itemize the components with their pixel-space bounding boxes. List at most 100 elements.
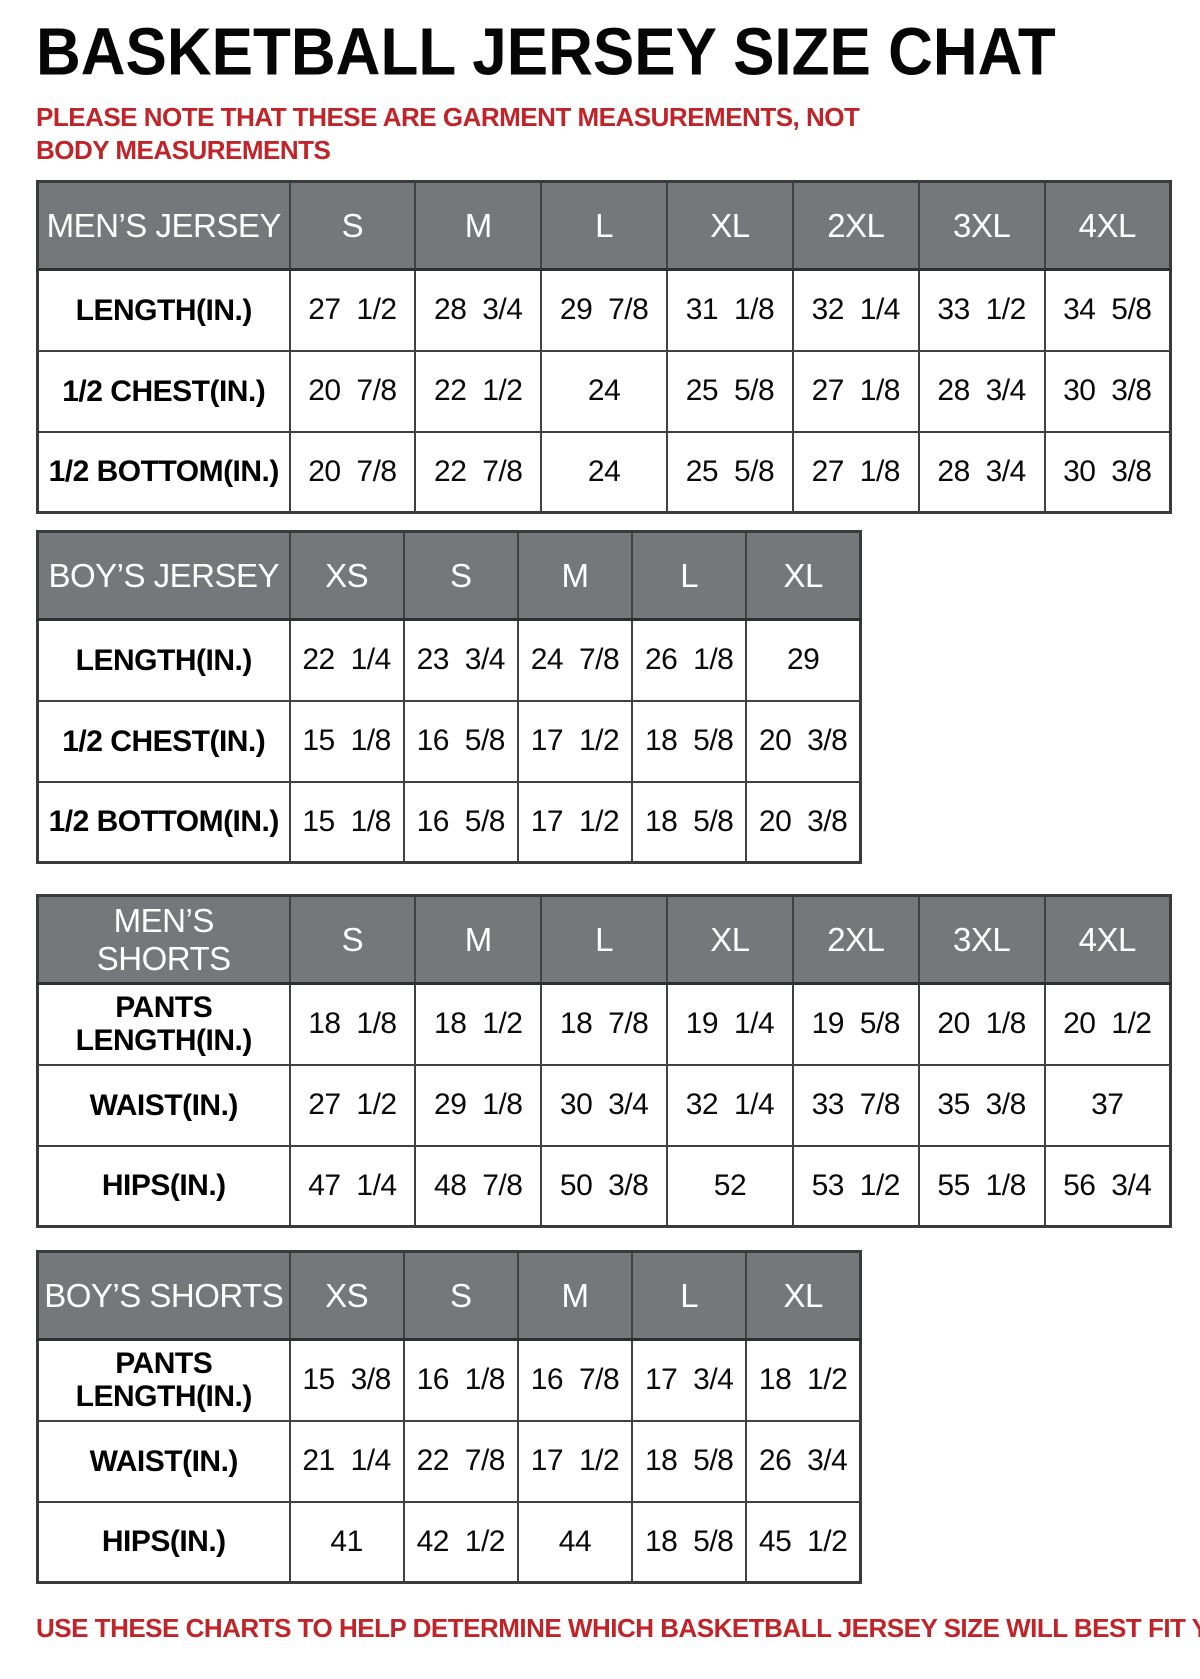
value-cell: 45 1/2 xyxy=(745,1500,862,1584)
size-header-cell: L xyxy=(631,530,748,621)
value-cell: 25 5/8 xyxy=(666,430,794,514)
value-cell: 32 1/4 xyxy=(791,268,920,352)
value-cell: 34 5/8 xyxy=(1043,268,1172,352)
value-cell: 30 3/8 xyxy=(1043,430,1172,514)
value-cell: 22 7/8 xyxy=(402,1419,519,1503)
value-cell: 35 3/8 xyxy=(917,1063,1046,1147)
value-cell: 19 1/4 xyxy=(666,982,794,1066)
value-cell: 24 xyxy=(540,349,669,433)
value-cell: 37 xyxy=(1043,1063,1172,1147)
value-cell: 18 7/8 xyxy=(540,982,669,1066)
row-label-cell: 1/2 BOTTOM(IN.) xyxy=(36,430,291,514)
value-cell: 28 3/4 xyxy=(414,268,543,352)
value-cell: 29 1/8 xyxy=(414,1063,543,1147)
value-cell: 18 5/8 xyxy=(631,1419,748,1503)
value-cell: 18 5/8 xyxy=(631,1500,748,1584)
value-cell: 42 1/2 xyxy=(402,1500,519,1584)
value-cell: 28 3/4 xyxy=(917,349,1046,433)
value-cell: 41 xyxy=(288,1500,405,1584)
value-cell: 17 1/2 xyxy=(516,699,634,783)
measurement-row: HIPS(IN.) 47 1/4 48 7/8 50 3/8 52 53 1/2 55 1/… xyxy=(36,1144,1172,1228)
value-cell: 20 1/8 xyxy=(917,982,1046,1066)
value-cell: 22 7/8 xyxy=(414,430,543,514)
value-cell: 20 7/8 xyxy=(288,349,417,433)
row-label-cell: LENGTH(IN.) xyxy=(36,268,291,352)
value-cell: 20 1/2 xyxy=(1043,982,1172,1066)
value-cell: 47 1/4 xyxy=(288,1144,417,1228)
value-cell: 53 1/2 xyxy=(791,1144,920,1228)
measurement-row: PANTS LENGTH(IN.) 18 1/8 18 1/2 18 7/8 19 1/… xyxy=(36,982,1172,1066)
boys-jersey-table-container: BOY’S JERSEY XS S M L XL LENGTH(IN.) 22 1/4 23 3… xyxy=(36,530,1172,864)
table-header-row: MEN’S SHORTS S M L XL 2XL 3XL 4XL xyxy=(36,894,1172,985)
measurement-row: HIPS(IN.) 41 42 1/2 44 18 5/8 45 1/2 xyxy=(36,1500,862,1584)
size-header-cell: 4XL xyxy=(1043,180,1172,271)
row-label-cell: HIPS(IN.) xyxy=(36,1500,291,1584)
value-cell: 52 xyxy=(666,1144,794,1228)
size-chart-page: BASKETBALL JERSEY SIZE CHAT PLEASE NOTE … xyxy=(36,15,1200,1643)
row-label-cell: 1/2 CHEST(IN.) xyxy=(36,349,291,433)
size-header-cell: 2XL xyxy=(791,180,920,271)
size-header-cell: L xyxy=(540,180,669,271)
value-cell: 56 3/4 xyxy=(1043,1144,1172,1228)
size-header-cell: XL xyxy=(745,530,862,621)
value-cell: 23 3/4 xyxy=(402,618,519,702)
value-cell: 29 7/8 xyxy=(540,268,669,352)
measurement-row: LENGTH(IN.) 22 1/4 23 3/4 24 7/8 26 1/8 29 xyxy=(36,618,862,702)
boys-shorts-table-container: BOY’S SHORTS XS S M L XL PANTS LENGTH(IN.) 15 3… xyxy=(36,1250,1172,1584)
size-table-mens-jersey: MEN’S JERSEY S M L XL 2XL 3XL 4XL LENGTH(IN.) 27 … xyxy=(36,180,1172,514)
value-cell: 17 1/2 xyxy=(516,780,634,864)
value-cell: 18 1/2 xyxy=(414,982,543,1066)
size-header-cell: M xyxy=(414,180,543,271)
value-cell: 18 5/8 xyxy=(631,699,748,783)
value-cell: 16 1/8 xyxy=(402,1338,519,1422)
value-cell: 17 3/4 xyxy=(631,1338,748,1422)
size-header-cell: L xyxy=(631,1250,748,1341)
value-cell: 18 1/8 xyxy=(288,982,417,1066)
size-header-cell: XL xyxy=(745,1250,862,1341)
size-header-cell: XS xyxy=(288,1250,405,1341)
size-header-cell: S xyxy=(288,180,417,271)
value-cell: 20 3/8 xyxy=(745,780,862,864)
size-header-cell: M xyxy=(516,530,634,621)
measurement-row: 1/2 CHEST(IN.) 20 7/8 22 1/2 24 25 5/8 27 1/8… xyxy=(36,349,1172,433)
value-cell: 27 1/2 xyxy=(288,268,417,352)
measurement-row: 1/2 CHEST(IN.) 15 1/8 16 5/8 17 1/2 18 5/8 20… xyxy=(36,699,862,783)
row-label-cell: 1/2 CHEST(IN.) xyxy=(36,699,291,783)
table-header-row: MEN’S JERSEY S M L XL 2XL 3XL 4XL xyxy=(36,180,1172,271)
table-title-cell: MEN’S JERSEY xyxy=(36,180,291,271)
row-label-cell: WAIST(IN.) xyxy=(36,1063,291,1147)
value-cell: 29 xyxy=(745,618,862,702)
value-cell: 24 7/8 xyxy=(516,618,634,702)
value-cell: 16 5/8 xyxy=(402,780,519,864)
value-cell: 33 7/8 xyxy=(791,1063,920,1147)
value-cell: 18 5/8 xyxy=(631,780,748,864)
value-cell: 50 3/8 xyxy=(540,1144,669,1228)
garment-measurement-note: PLEASE NOTE THAT THESE ARE GARMENT MEASU… xyxy=(36,102,860,165)
table-title-cell: BOY’S SHORTS xyxy=(36,1250,291,1341)
value-cell: 22 1/2 xyxy=(414,349,543,433)
row-label-cell: WAIST(IN.) xyxy=(36,1419,291,1503)
value-cell: 16 7/8 xyxy=(516,1338,634,1422)
measurement-row: LENGTH(IN.) 27 1/2 28 3/4 29 7/8 31 1/8 32 1/… xyxy=(36,268,1172,352)
mens-jersey-table-container: MEN’S JERSEY S M L XL 2XL 3XL 4XL LENGTH(IN.) 27 … xyxy=(36,180,1172,514)
size-header-cell: M xyxy=(414,894,543,985)
measurement-row: PANTS LENGTH(IN.) 15 3/8 16 1/8 16 7/8 17 3/… xyxy=(36,1338,862,1422)
value-cell: 31 1/8 xyxy=(666,268,794,352)
size-header-cell: XL xyxy=(666,894,794,985)
value-cell: 15 1/8 xyxy=(288,699,405,783)
value-cell: 16 5/8 xyxy=(402,699,519,783)
value-cell: 27 1/8 xyxy=(791,349,920,433)
value-cell: 17 1/2 xyxy=(516,1419,634,1503)
size-table-boys-shorts: BOY’S SHORTS XS S M L XL PANTS LENGTH(IN.) 15 3… xyxy=(36,1250,862,1584)
value-cell: 25 5/8 xyxy=(666,349,794,433)
measurement-row: 1/2 BOTTOM(IN.) 20 7/8 22 7/8 24 25 5/8 27 1/… xyxy=(36,430,1172,514)
size-header-cell: XS xyxy=(288,530,405,621)
table-title-cell: BOY’S JERSEY xyxy=(36,530,291,621)
measurement-row: 1/2 BOTTOM(IN.) 15 1/8 16 5/8 17 1/2 18 5/8 2… xyxy=(36,780,862,864)
size-header-cell: M xyxy=(516,1250,634,1341)
value-cell: 15 3/8 xyxy=(288,1338,405,1422)
value-cell: 21 1/4 xyxy=(288,1419,405,1503)
value-cell: 28 3/4 xyxy=(917,430,1046,514)
value-cell: 33 1/2 xyxy=(917,268,1046,352)
value-cell: 26 1/8 xyxy=(631,618,748,702)
